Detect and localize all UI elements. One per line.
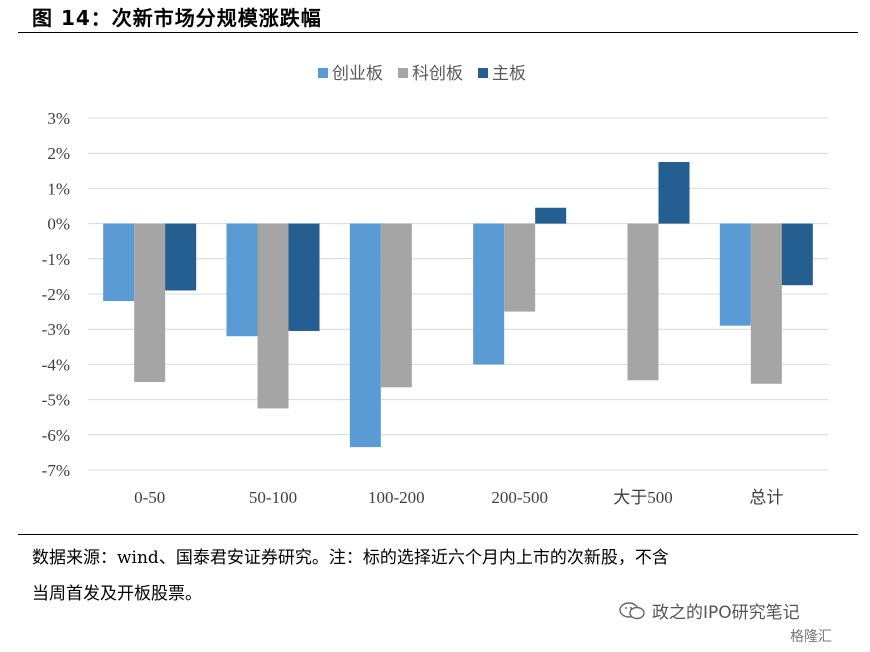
legend-label: 主板 <box>492 64 526 84</box>
watermark-text: 政之的IPO研究笔记 <box>652 603 800 623</box>
brand-logo: 格隆汇 <box>790 629 832 645</box>
bottom-rule <box>18 534 858 535</box>
y-tick-label: -4% <box>42 355 70 374</box>
y-tick-label: 2% <box>47 144 70 163</box>
legend-label: 创业板 <box>332 64 383 84</box>
watermark: 政之的IPO研究笔记 <box>618 598 800 623</box>
x-tick-label: 200-500 <box>491 488 548 507</box>
bar <box>257 223 289 409</box>
x-tick-label: 0-50 <box>134 488 165 507</box>
x-tick-label: 100-200 <box>368 488 425 507</box>
x-tick-label: 总计 <box>749 488 783 507</box>
bar <box>380 223 412 388</box>
source-note-continued: 当周首发及开板股票。 <box>32 584 202 604</box>
chart-bars <box>103 162 813 448</box>
bar <box>750 223 782 384</box>
bar <box>288 223 320 331</box>
legend-swatch <box>398 68 408 78</box>
y-tick-label: -6% <box>42 426 70 445</box>
top-rule <box>18 32 858 33</box>
x-tick-label: 大于500 <box>613 488 673 507</box>
bar <box>349 223 381 448</box>
bar <box>226 223 258 337</box>
bar <box>473 223 505 365</box>
y-tick-label: 3% <box>47 109 70 128</box>
wechat-icon <box>619 602 645 620</box>
x-axis-labels: 0-50 50-100 100-200 200-500 大于500 总计 <box>134 488 783 507</box>
legend-swatch <box>318 68 328 78</box>
bar <box>504 223 536 312</box>
bar-chart: 创业板 科创板 主板 3% 2% 1% 0% -1% -2% -3% -4% -5% -6% -7% 0… <box>42 64 828 507</box>
y-tick-label: -1% <box>42 250 70 269</box>
y-tick-label: -7% <box>42 461 70 480</box>
chart-legend: 创业板 科创板 主板 <box>318 64 526 84</box>
source-note: 数据来源：wind、国泰君安证券研究。注：标的选择近六个月内上市的次新股，不含 <box>32 548 669 568</box>
x-tick-label: 50-100 <box>249 488 297 507</box>
y-axis-labels: 3% 2% 1% 0% -1% -2% -3% -4% -5% -6% -7% <box>42 109 70 480</box>
chart-grid <box>88 117 828 471</box>
bar <box>103 223 135 302</box>
figure-title: 图 14：次新市场分规模涨跌幅 <box>32 6 322 30</box>
bar <box>658 162 690 224</box>
bar <box>627 223 659 381</box>
legend-swatch <box>478 68 488 78</box>
bar <box>535 207 567 224</box>
bar <box>165 223 197 291</box>
y-tick-label: 1% <box>47 179 70 198</box>
bar <box>134 223 166 382</box>
bar <box>781 223 813 286</box>
legend-label: 科创板 <box>412 64 463 84</box>
y-tick-label: -2% <box>42 285 70 304</box>
y-tick-label: 0% <box>47 215 70 234</box>
bar <box>719 223 751 326</box>
y-tick-label: -3% <box>42 320 70 339</box>
y-tick-label: -5% <box>42 391 70 410</box>
